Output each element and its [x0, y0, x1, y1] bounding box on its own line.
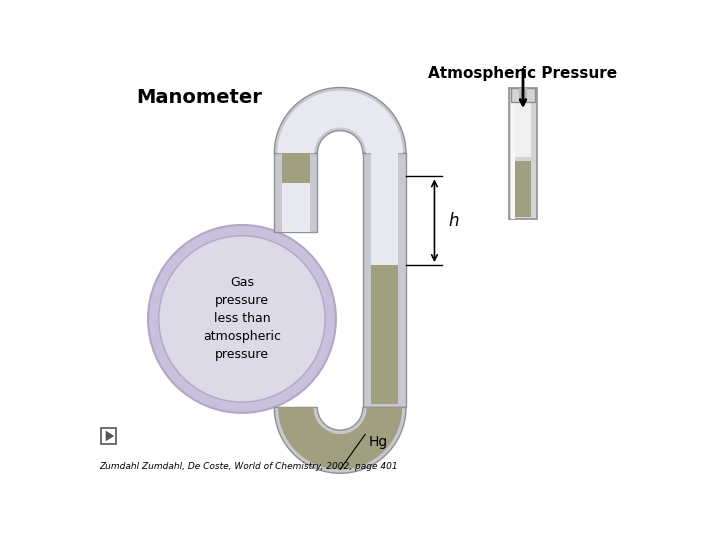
- Polygon shape: [278, 408, 402, 469]
- Bar: [282, 153, 310, 232]
- Polygon shape: [274, 408, 406, 473]
- Bar: [101, 428, 117, 444]
- Bar: [516, 161, 531, 217]
- Text: Atmospheric Pressure: Atmospheric Pressure: [428, 66, 618, 82]
- Bar: [519, 88, 527, 102]
- Polygon shape: [274, 87, 406, 153]
- Bar: [363, 153, 406, 408]
- Ellipse shape: [159, 236, 325, 402]
- Bar: [282, 183, 310, 232]
- Text: Zumdahl Zumdahl, De Coste, World of Chemistry, 2002, page 401: Zumdahl Zumdahl, De Coste, World of Chem…: [99, 462, 398, 471]
- Polygon shape: [106, 430, 114, 441]
- Bar: [282, 153, 310, 183]
- Text: Gas
pressure
less than
atmospheric
pressure: Gas pressure less than atmospheric press…: [203, 276, 281, 361]
- Text: Manometer: Manometer: [137, 88, 262, 107]
- Bar: [371, 153, 398, 265]
- Bar: [515, 88, 531, 157]
- Bar: [510, 88, 515, 219]
- Text: h: h: [449, 212, 459, 230]
- Text: Hg: Hg: [369, 435, 388, 449]
- Bar: [274, 153, 318, 232]
- Bar: [509, 88, 537, 219]
- Bar: [511, 88, 534, 102]
- Polygon shape: [277, 91, 403, 153]
- Bar: [371, 265, 398, 403]
- Ellipse shape: [148, 225, 336, 413]
